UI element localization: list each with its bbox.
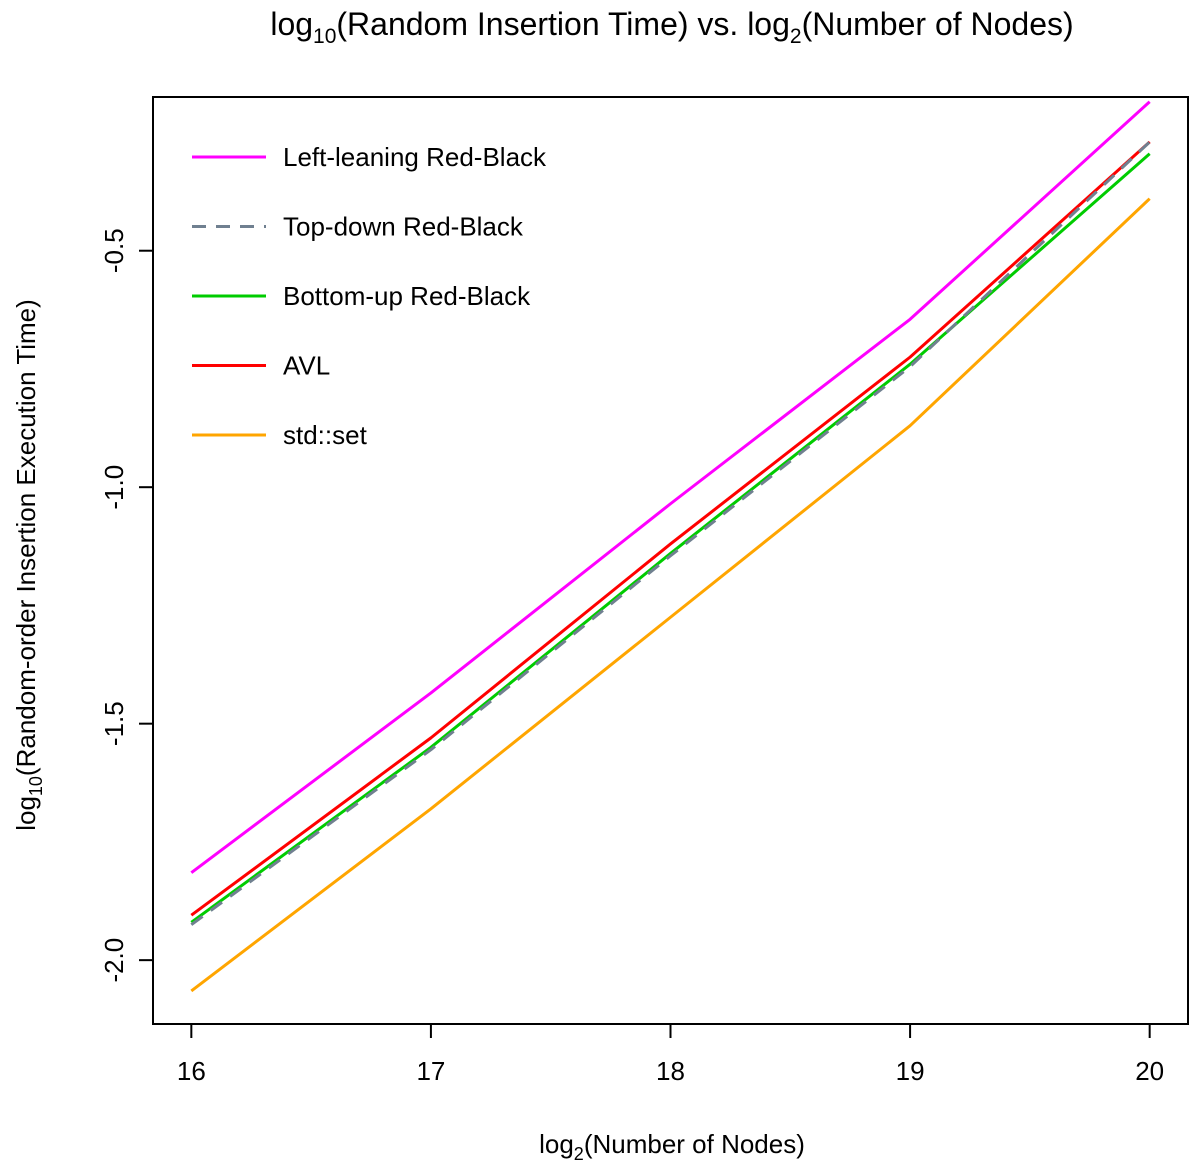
y-tick-label: -2.0 (99, 938, 129, 983)
legend-label: Bottom-up Red-Black (283, 281, 531, 311)
chart-title: log10(Random Insertion Time) vs. log2(Nu… (270, 6, 1073, 48)
series-line-0 (190, 100, 1151, 874)
x-tick-label: 19 (896, 1056, 925, 1086)
x-tick-label: 18 (656, 1056, 685, 1086)
series-line-4 (190, 197, 1151, 993)
legend-label: AVL (283, 351, 330, 381)
legend-label: Top-down Red-Black (283, 212, 524, 242)
x-axis: 16 17 18 19 20 (177, 1023, 1164, 1086)
y-tick-label: -1.0 (99, 465, 129, 510)
x-axis-label: log2(Number of Nodes) (539, 1129, 805, 1164)
x-tick-label: 17 (416, 1056, 445, 1086)
x-tick-label: 16 (177, 1056, 206, 1086)
legend-label: std::set (283, 420, 368, 450)
series-lines (190, 100, 1151, 993)
legend: Left-leaning Red-Black Top-down Red-Black… (192, 142, 547, 450)
series-line-2 (190, 152, 1151, 924)
legend-label: Left-leaning Red-Black (283, 142, 547, 172)
y-axis-label: log10(Random-order Insertion Execution T… (11, 299, 46, 831)
y-tick-label: -1.5 (99, 701, 129, 746)
series-line-1 (190, 140, 1151, 926)
y-axis: -2.0 -1.5 -1.0 -0.5 (99, 228, 154, 983)
series-line-3 (190, 140, 1151, 917)
x-tick-label: 20 (1135, 1056, 1164, 1086)
y-tick-label: -0.5 (99, 228, 129, 273)
